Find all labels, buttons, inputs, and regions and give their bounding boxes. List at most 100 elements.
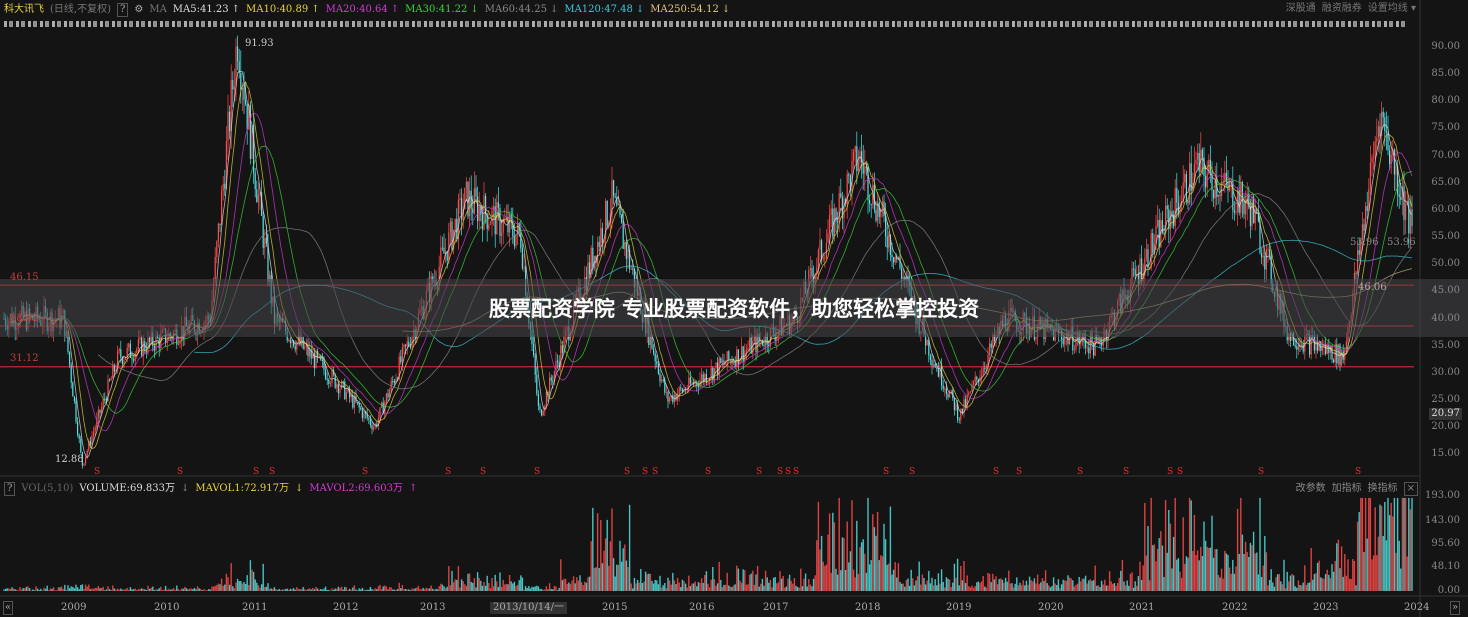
- volume-bar: [1161, 545, 1164, 591]
- volume-bar: [512, 583, 514, 591]
- volume-bar: [1025, 580, 1028, 591]
- volume-bar: [843, 538, 845, 591]
- volume-bar: [393, 589, 396, 591]
- volume-help-button[interactable]: ?: [4, 482, 16, 496]
- candle-body: [105, 398, 107, 401]
- help-button[interactable]: ?: [116, 3, 129, 17]
- volume-bar: [867, 497, 869, 591]
- settings-gear-icon[interactable]: ⚙: [134, 4, 144, 15]
- candle-body: [403, 344, 405, 348]
- volume-bar: [324, 586, 327, 591]
- time-tick: 2020: [1038, 602, 1064, 613]
- candle-body: [120, 349, 122, 358]
- link-hk-connect[interactable]: 深股通: [1285, 3, 1316, 14]
- volume-bar: [456, 579, 458, 591]
- volume-bar: [888, 563, 890, 591]
- candle-body: [81, 452, 83, 466]
- volume-bar: [899, 581, 901, 591]
- candle-body: [694, 381, 696, 385]
- volume-bar: [942, 581, 944, 591]
- volume-bar: [156, 589, 159, 591]
- volume-bar: [1390, 502, 1392, 591]
- volume-bar: [1310, 547, 1312, 591]
- volume-bar: [803, 578, 805, 591]
- candle-body: [1165, 205, 1167, 234]
- scroll-left-button[interactable]: «: [3, 601, 14, 615]
- volume-title[interactable]: VOL(5,10): [21, 483, 74, 494]
- price-tick: 40.00: [1431, 312, 1460, 324]
- candle-body: [398, 356, 400, 380]
- stock-name[interactable]: 科大讯飞: [4, 4, 44, 15]
- candle-body: [70, 364, 72, 383]
- volume-bar: [102, 586, 104, 591]
- candle-body: [611, 180, 613, 214]
- candle-body: [899, 256, 901, 269]
- candle-body: [317, 351, 319, 357]
- volume-bar: [646, 574, 648, 591]
- set-ma-dropdown[interactable]: 设置均线 ▾: [1367, 3, 1416, 14]
- price-tick: 30.00: [1431, 366, 1460, 378]
- candle-body: [224, 183, 226, 189]
- volume-bar: [763, 585, 765, 591]
- volume-bar: [1150, 497, 1152, 591]
- volume-bar: [99, 588, 101, 591]
- volume-bar: [1305, 584, 1308, 591]
- volume-bar: [1044, 570, 1047, 591]
- adjust-mode[interactable]: (日线,不复权): [50, 4, 111, 15]
- volume-bar: [726, 572, 728, 591]
- candle-body: [72, 382, 74, 397]
- signal-marker-s: S: [642, 467, 648, 477]
- volume-bar: [1284, 588, 1287, 591]
- scroll-right-button[interactable]: »: [1450, 601, 1461, 615]
- close-icon[interactable]: ×: [1403, 482, 1418, 496]
- volume-bar: [379, 584, 381, 591]
- volume-bar: [560, 559, 562, 591]
- candle-body: [1397, 166, 1399, 195]
- candle-body: [1401, 186, 1403, 201]
- time-tick: 2022: [1222, 602, 1248, 613]
- candle-body: [1075, 339, 1077, 350]
- candle-body: [981, 375, 983, 377]
- volume-bar: [1337, 539, 1340, 591]
- ma-value-5: MA120:47.48: [564, 4, 633, 15]
- volume-bar: [720, 579, 722, 591]
- candle-body: [363, 411, 365, 418]
- add-indicator-button[interactable]: 加指标: [1331, 483, 1362, 494]
- volume-bar: [1283, 559, 1285, 591]
- candle-body: [261, 192, 263, 216]
- candle-body: [1189, 163, 1191, 204]
- volume-bar: [56, 590, 58, 591]
- volume-bar: [1273, 586, 1276, 591]
- volume-bar: [1048, 585, 1050, 591]
- candle-body: [1062, 339, 1064, 345]
- volume-bar: [692, 583, 695, 591]
- switch-indicator-button[interactable]: 换指标: [1367, 483, 1398, 494]
- candle-body: [753, 335, 755, 341]
- candle-body: [717, 362, 719, 376]
- volume-bar: [761, 578, 764, 591]
- volume-bar: [1288, 581, 1290, 591]
- edit-params-button[interactable]: 改参数: [1295, 483, 1326, 494]
- volume-bar: [708, 587, 711, 591]
- volume-bar: [459, 587, 461, 591]
- volume-bar: [982, 575, 984, 591]
- volume-bar: [1041, 578, 1044, 591]
- candle-body: [75, 401, 77, 422]
- candle-body: [659, 373, 661, 382]
- candle-body: [536, 374, 538, 394]
- volume-bar: [771, 587, 773, 591]
- candle-body: [1411, 209, 1413, 226]
- candle-body: [1222, 181, 1224, 184]
- link-margin[interactable]: 融资融券: [1321, 3, 1362, 14]
- candle-body: [126, 347, 128, 358]
- volume-tick: 0.00: [1437, 585, 1460, 596]
- candle-body: [557, 360, 559, 362]
- volume-bar: [1355, 585, 1357, 591]
- candle-body: [291, 340, 293, 344]
- candle-body: [229, 111, 231, 132]
- candle-body: [1083, 334, 1085, 340]
- candle-body: [288, 339, 290, 341]
- volume-bar: [611, 508, 613, 591]
- volume-bar: [593, 567, 596, 591]
- volume-bar: [140, 588, 143, 591]
